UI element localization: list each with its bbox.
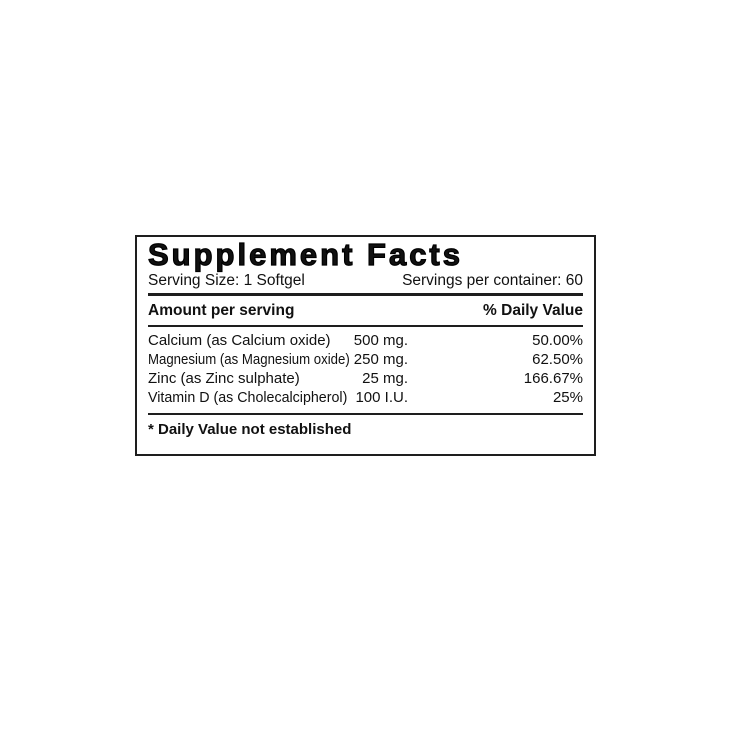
column-header-amount-per-serving: Amount per serving: [148, 302, 295, 319]
table-row: Vitamin D (as Cholecalcipherol) 100 I.U.…: [148, 388, 583, 407]
nutrient-amount: 500 mg.: [353, 332, 408, 349]
nutrient-amount: 250 mg.: [353, 351, 408, 368]
nutrient-table: Calcium (as Calcium oxide) 500 mg. 50.00…: [148, 331, 583, 407]
serving-size-text: Serving Size: 1 Softgel: [148, 272, 305, 289]
nutrient-name: Zinc (as Zinc sulphate): [148, 370, 300, 387]
nutrient-name-text: Magnesium (as Magnesium oxide): [148, 351, 350, 368]
table-row: Zinc (as Zinc sulphate) 25 mg. 166.67%: [148, 369, 583, 388]
nutrient-amount: 25 mg.: [362, 370, 408, 387]
header-divider: [148, 325, 583, 327]
table-header-row: Amount per serving % Daily Value: [148, 296, 583, 325]
nutrient-name: Magnesium (as Magnesium oxide): [148, 350, 350, 369]
daily-value-footnote: * Daily Value not established: [148, 421, 352, 438]
table-row: Calcium (as Calcium oxide) 500 mg. 50.00…: [148, 331, 583, 350]
nutrient-daily-value: 25%: [552, 389, 583, 406]
serving-info-row: Serving Size: 1 Softgel Servings per con…: [148, 272, 583, 290]
nutrient-name: Calcium (as Calcium oxide): [148, 332, 331, 349]
nutrient-daily-value: 62.50%: [532, 351, 583, 368]
nutrient-amount: 100 I.U.: [355, 389, 408, 406]
footnote-divider: [148, 413, 583, 415]
thick-divider: [148, 293, 583, 296]
supplement-facts-panel: Supplement Facts Serving Size: 1 Softgel…: [135, 235, 596, 456]
nutrient-daily-value: 166.67%: [523, 370, 583, 387]
table-row: Magnesium (as Magnesium oxide) 250 mg. 6…: [148, 350, 583, 369]
supplement-facts-title: Supplement Facts: [147, 237, 463, 272]
nutrient-name-text: Vitamin D (as Cholecalcipherol): [148, 389, 348, 406]
servings-per-container-text: Servings per container: 60: [402, 272, 583, 289]
column-header-daily-value: % Daily Value: [483, 302, 583, 319]
nutrient-name: Vitamin D (as Cholecalcipherol): [148, 388, 348, 407]
nutrient-daily-value: 50.00%: [532, 332, 583, 349]
